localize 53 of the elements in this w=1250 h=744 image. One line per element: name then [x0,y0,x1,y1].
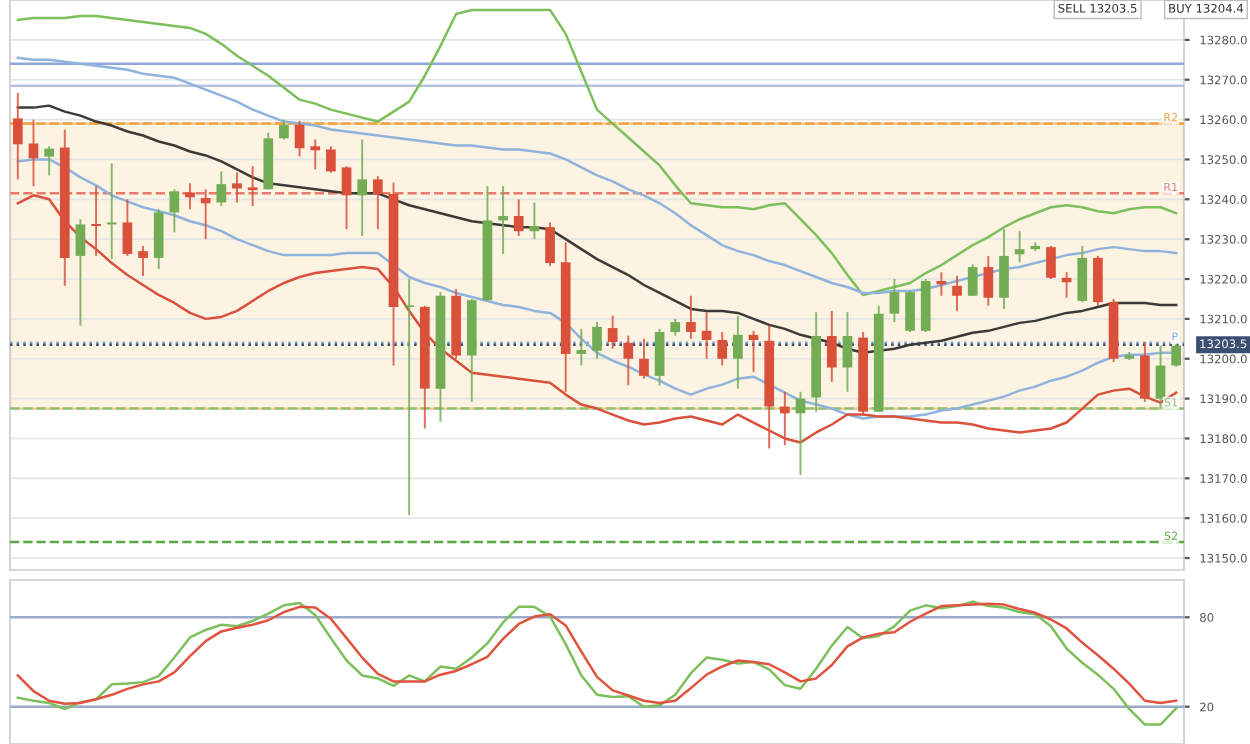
candlestick [310,138,321,171]
candlestick [169,188,180,234]
candlestick [623,334,634,387]
candlestick [326,145,336,174]
candlestick [44,145,54,177]
candlestick [106,162,117,261]
candlestick [733,314,743,390]
candlestick [686,294,696,340]
candlestick [498,185,508,255]
candlestick [200,188,211,241]
candlestick [607,314,618,350]
candlestick [999,228,1009,310]
candlestick [28,118,39,188]
candlestick [529,201,540,241]
candlestick [826,309,837,383]
candlestick [717,331,728,367]
candlestick [341,165,352,231]
candlestick [983,254,994,307]
candlestick [247,165,258,208]
candlestick [1155,344,1166,410]
candlestick [373,175,383,231]
candlestick [232,171,242,204]
candlestick [12,91,23,181]
candlestick [1171,343,1182,368]
candlestick [545,221,555,267]
candlestick [842,311,853,393]
candlestick [513,198,524,237]
candlestick [1140,341,1150,403]
candlestick [905,290,915,333]
candlestick [639,337,649,380]
candlestick [153,208,164,271]
candlestick [576,327,587,367]
line-series [16,600,1178,726]
candlestick [967,263,978,297]
candlestick [122,198,133,257]
candlestick [1014,230,1025,264]
candlestick [138,244,148,277]
candlestick [1077,244,1088,304]
candlestick [75,218,86,327]
candlestick [952,274,962,312]
candlestick [294,119,305,158]
candlestick [748,329,759,373]
candlestick [404,278,415,516]
candlestick [1046,244,1056,280]
candlestick [654,327,665,387]
candlestick [216,170,227,208]
candlestick [701,311,712,360]
candlestick [357,138,368,237]
line-series [16,602,1178,705]
candlestick [592,321,602,360]
candlestick [1093,254,1103,307]
candlestick [279,118,289,141]
candlestick [889,278,900,324]
